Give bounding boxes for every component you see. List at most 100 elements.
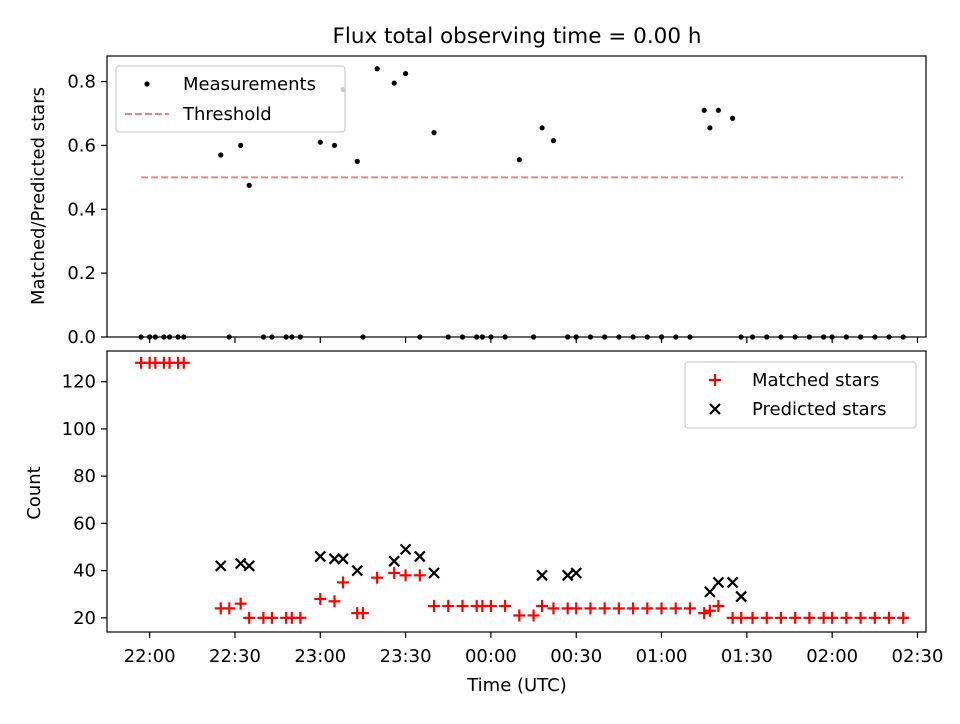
bottom-y-tick-label: 40: [73, 561, 96, 582]
matched-star-point: [499, 600, 512, 613]
matched-star-point: [442, 600, 455, 613]
legend-matched-label: Matched stars: [752, 370, 879, 391]
measurement-point: [374, 66, 380, 72]
matched-star-point: [388, 566, 401, 579]
matched-star-point: [854, 611, 867, 624]
x-tick-label: 00:30: [550, 646, 602, 667]
measurement-point: [730, 115, 736, 121]
legend-predicted-marker: [709, 403, 721, 415]
top-marks: [138, 66, 906, 340]
matched-star-point: [456, 600, 469, 613]
x-tick-label: 00:00: [465, 646, 517, 667]
top-y-tick-label: 0.0: [67, 327, 96, 348]
matched-star-point: [683, 602, 696, 615]
bottom-plot-frame: [106, 350, 927, 633]
bottom-legend-box: [684, 361, 917, 429]
matched-star-point: [177, 356, 190, 369]
top-y-tick-label: 0.8: [67, 72, 96, 93]
top-y-tick-label: 0.4: [67, 199, 96, 220]
predicted-star-point: [214, 560, 227, 572]
bottom-y-tick-label: 20: [73, 608, 96, 629]
matched-star-point: [712, 600, 725, 613]
bottom-y-tick-label: 60: [73, 513, 96, 534]
matched-star-point: [223, 602, 236, 615]
matched-star-point: [803, 611, 816, 624]
predicted-star-point: [561, 569, 574, 582]
measurement-point: [238, 142, 244, 149]
bottom-y-ticks: 20 40 60 80 100 120: [62, 372, 107, 629]
predicted-star-point: [704, 586, 716, 598]
matched-star-point: [399, 569, 412, 582]
matched-star-point: [612, 602, 625, 615]
legend-predicted-label: Predicted stars: [752, 399, 886, 420]
matched-star-point: [868, 611, 881, 624]
bottom-y-tick-label: 100: [62, 419, 96, 440]
matched-star-point: [294, 611, 307, 624]
matched-star-point: [513, 609, 526, 622]
matched-star-point: [314, 592, 327, 605]
matched-star-point: [337, 576, 350, 589]
x-tick-label: 02:00: [806, 646, 858, 667]
bottom-y-axis-label: Count: [24, 466, 45, 519]
bottom-y-tick-label: 120: [62, 372, 96, 393]
predicted-star-point: [234, 557, 247, 570]
matched-star-point: [669, 602, 682, 615]
predicted-star-point: [314, 550, 327, 563]
measurement-point: [218, 152, 224, 158]
matched-star-point: [698, 607, 711, 620]
top-panel: 0.00.20.40.60.8 Matched/Predicted stars …: [28, 55, 927, 348]
x-tick-label: 23:00: [294, 646, 346, 667]
measurement-point: [516, 157, 522, 163]
top-legend: Measurements Threshold: [115, 65, 346, 133]
matched-star-point: [598, 602, 611, 615]
predicted-star-point: [726, 576, 739, 589]
bottom-panel: 20 40 60 80 100 120 22:00 22:30 23:00 23:30 00:00…: [24, 350, 944, 696]
measurement-point: [331, 142, 338, 149]
matched-star-point: [570, 602, 583, 615]
measurement-point: [539, 125, 545, 131]
top-y-ticks: 0.0 0.2 0.4 0.6 0.8: [67, 72, 107, 348]
legend-measurements-marker: [144, 81, 150, 87]
matched-star-point: [428, 600, 441, 613]
matched-star-point: [746, 611, 759, 624]
predicted-star-point: [388, 555, 400, 567]
matched-star-point: [655, 602, 668, 615]
measurement-point: [402, 70, 409, 77]
top-y-axis-label: Matched/Predicted stars: [28, 87, 49, 305]
top-y-tick-label: 0.6: [67, 135, 96, 156]
matched-star-point: [641, 602, 654, 615]
x-axis-label: Time (UTC): [466, 675, 567, 696]
top-plot-frame: [106, 55, 927, 338]
predicted-star-point: [243, 560, 255, 572]
matched-star-point: [735, 611, 748, 624]
top-legend-box: [115, 65, 346, 133]
matched-star-point: [840, 611, 853, 624]
top-y-tick-label: 0.2: [67, 263, 96, 284]
bottom-y-tick-label: 80: [73, 466, 96, 487]
legend-matched-marker: [709, 374, 721, 386]
matched-star-point: [243, 611, 256, 624]
measurement-point: [550, 138, 557, 144]
predicted-star-point: [351, 564, 364, 577]
matched-star-point: [897, 611, 910, 624]
predicted-star-point: [428, 567, 440, 579]
x-tick-label: 22:00: [124, 646, 176, 667]
predicted-star-point: [536, 569, 548, 582]
measurement-point: [317, 139, 323, 145]
measurement-point: [391, 80, 397, 86]
measurement-point: [701, 107, 707, 113]
measurement-point: [354, 158, 360, 164]
predicted-star-point: [399, 543, 412, 556]
predicted-star-point: [735, 590, 747, 603]
top-x-ticks: [149, 337, 919, 343]
measurement-point: [707, 125, 713, 131]
predicted-star-point: [337, 553, 349, 565]
matched-star-point: [536, 600, 549, 613]
bottom-legend: Matched stars Predicted stars: [684, 361, 917, 429]
x-tick-label: 23:30: [380, 646, 432, 667]
matched-star-point: [484, 600, 497, 613]
x-tick-label: 02:30: [892, 646, 944, 667]
figure-title: Flux total observing time = 0.00 h: [333, 24, 702, 49]
x-tick-label: 01:00: [636, 646, 688, 667]
